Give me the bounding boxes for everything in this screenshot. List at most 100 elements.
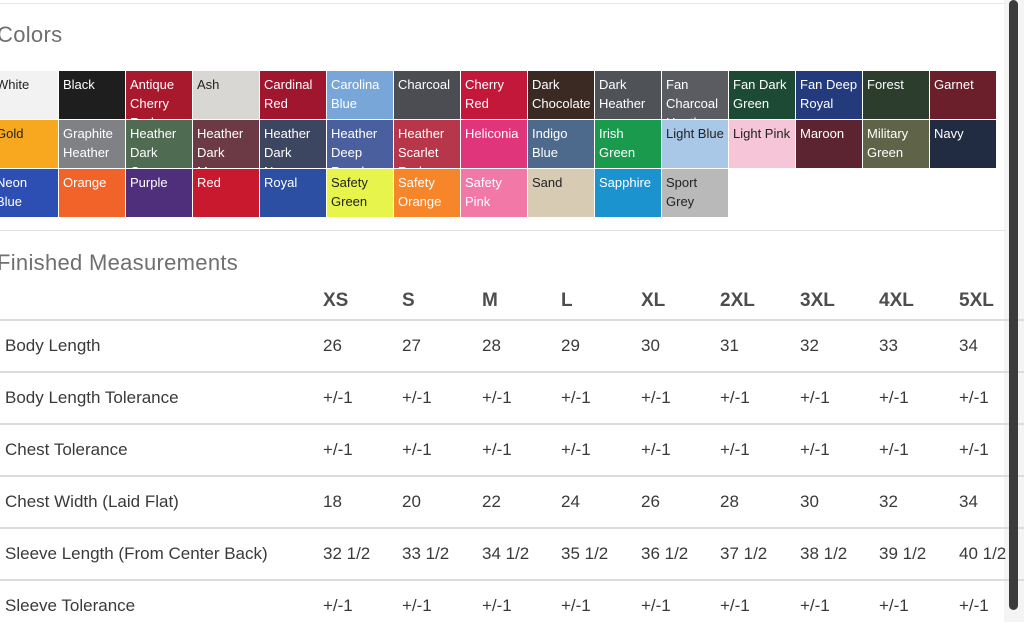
color-swatch[interactable]: Heather Scarlet Red — [394, 120, 460, 168]
colors-heading: Colors — [0, 22, 63, 47]
table-cell: 28 — [482, 319, 561, 372]
row-label: Sleeve Length (From Center Back) — [0, 527, 323, 580]
swatch-label: Deep — [331, 145, 363, 160]
swatch-label: Royal — [264, 175, 298, 190]
table-row: Sleeve Length (From Center Back) 32 1/2 33… — [0, 527, 1024, 580]
table-cell: 30 — [800, 475, 879, 528]
color-swatch[interactable]: Orange — [59, 169, 125, 217]
table-cell: +/-1 — [561, 423, 641, 476]
table-cell: +/-1 — [561, 371, 641, 424]
color-swatch[interactable]: Fan Deep Royal — [796, 71, 862, 119]
color-swatch[interactable]: Fan Dark Green — [729, 71, 795, 119]
table-cell: 39 1/2 — [879, 527, 959, 580]
swatch-label: Maroon — [197, 162, 256, 168]
table-cell: +/-1 — [482, 371, 561, 424]
color-swatch[interactable]: Purple — [126, 169, 192, 217]
color-swatch[interactable]: Heather Dark Navy — [260, 120, 326, 168]
color-swatch[interactable]: Irish Green — [595, 120, 661, 168]
table-cell: 37 1/2 — [720, 527, 800, 580]
color-swatch[interactable]: Safety Pink — [461, 169, 527, 217]
swatch-label: Charcoal — [666, 96, 719, 111]
swatch-label: Heather — [398, 126, 445, 141]
color-swatch[interactable]: Forest — [863, 71, 929, 119]
table-cell: 18 — [323, 475, 402, 528]
table-cell: +/-1 — [402, 423, 482, 476]
swatch-label: Navy — [264, 162, 323, 168]
color-swatch[interactable]: Safety Green — [327, 169, 393, 217]
table-cell: +/-1 — [641, 423, 720, 476]
color-swatch[interactable]: Maroon — [796, 120, 862, 168]
color-swatch[interactable]: Dark Chocolate — [528, 71, 594, 119]
swatch-label: Black — [63, 77, 95, 92]
color-swatch[interactable]: Safety Orange — [394, 169, 460, 217]
table-cell: +/-1 — [323, 371, 402, 424]
color-swatch[interactable]: Navy — [930, 120, 996, 168]
color-swatch[interactable]: Red — [193, 169, 259, 217]
color-swatch[interactable]: Light Blue — [662, 120, 728, 168]
row-label: Body Length Tolerance — [0, 371, 323, 424]
swatch-label: Fan — [666, 77, 689, 92]
color-swatch[interactable]: Charcoal — [394, 71, 460, 119]
swatch-label: Forest — [867, 77, 904, 92]
color-swatch[interactable]: Black — [59, 71, 125, 119]
color-swatch[interactable]: Sport Grey — [662, 169, 728, 217]
table-cell: +/-1 — [720, 579, 800, 631]
color-swatch[interactable]: Military Green — [863, 120, 929, 168]
table-cell: +/-1 — [323, 579, 402, 631]
color-swatch[interactable]: Cherry Red — [461, 71, 527, 119]
swatch-label: Blue — [0, 194, 23, 209]
swatch-label: Heliconia — [465, 126, 519, 141]
swatch-label: Heather — [599, 96, 646, 111]
swatch-label: Charcoal — [398, 77, 451, 92]
color-swatch[interactable]: Antique Cherry Red — [126, 71, 192, 119]
table-row: Chest Width (Laid Flat) 18 20 22 24 26 28 30 32 3… — [0, 475, 1024, 528]
color-swatch[interactable]: Fan Charcoal Heather — [662, 71, 728, 119]
color-swatch[interactable]: Sapphire — [595, 169, 661, 217]
swatch-label: Carolina — [331, 77, 380, 92]
color-swatch[interactable]: Heather Dark Maroon — [193, 120, 259, 168]
size-header: 4XL — [879, 289, 914, 311]
swatch-label: Safety — [398, 175, 435, 190]
color-swatch[interactable]: White — [0, 71, 58, 119]
size-header: M — [482, 289, 498, 311]
color-swatch[interactable]: Heather Dark Green — [126, 120, 192, 168]
swatch-label: Red — [197, 175, 221, 190]
swatch-label: Maroon — [800, 126, 845, 141]
color-swatch[interactable]: Indigo Blue — [528, 120, 594, 168]
color-swatch[interactable]: Dark Heather — [595, 71, 661, 119]
color-swatch[interactable]: Heather Deep Royal — [327, 120, 393, 168]
table-cell: 20 — [402, 475, 482, 528]
swatch-label: Dark — [130, 145, 158, 160]
table-cell: +/-1 — [720, 423, 800, 476]
color-swatch[interactable]: Gold — [0, 120, 58, 168]
color-swatch[interactable]: Graphite Heather — [59, 120, 125, 168]
swatch-label: Dark — [264, 145, 292, 160]
scrollbar[interactable] — [1009, 0, 1018, 610]
swatch-label: Fan Dark — [733, 77, 787, 92]
table-cell: 31 — [720, 319, 800, 372]
table-cell: +/-1 — [720, 371, 800, 424]
color-swatch[interactable]: Royal — [260, 169, 326, 217]
table-cell: +/-1 — [800, 423, 879, 476]
color-swatch[interactable]: Sand — [528, 169, 594, 217]
color-swatch[interactable]: Heliconia — [461, 120, 527, 168]
row-label: Body Length — [0, 319, 323, 372]
swatch-label: Fan Deep — [800, 77, 858, 92]
table-row: Body Length Tolerance +/-1 +/-1 +/-1 +/-1 +/-… — [0, 371, 1024, 424]
swatch-label: Heather — [331, 126, 378, 141]
color-swatch[interactable]: Garnet — [930, 71, 996, 119]
swatch-label: Green — [130, 162, 189, 168]
table-cell: 32 — [879, 475, 959, 528]
color-swatch[interactable]: Cardinal Red — [260, 71, 326, 119]
color-swatch[interactable]: Neon Blue — [0, 169, 58, 217]
table-cell: +/-1 — [482, 579, 561, 631]
color-swatch[interactable]: Ash — [193, 71, 259, 119]
swatch-label: Cherry — [465, 77, 505, 92]
color-swatch[interactable]: Carolina Blue — [327, 71, 393, 119]
table-row: Sleeve Tolerance +/-1 +/-1 +/-1 +/-1 +/-1 +/-1… — [0, 579, 1024, 631]
measurements-heading: Finished Measurements — [0, 250, 239, 275]
section-divider — [0, 230, 1005, 231]
color-swatch[interactable]: Light Pink — [729, 120, 795, 168]
swatch-label: Military — [867, 126, 909, 141]
table-cell: +/-1 — [482, 423, 561, 476]
